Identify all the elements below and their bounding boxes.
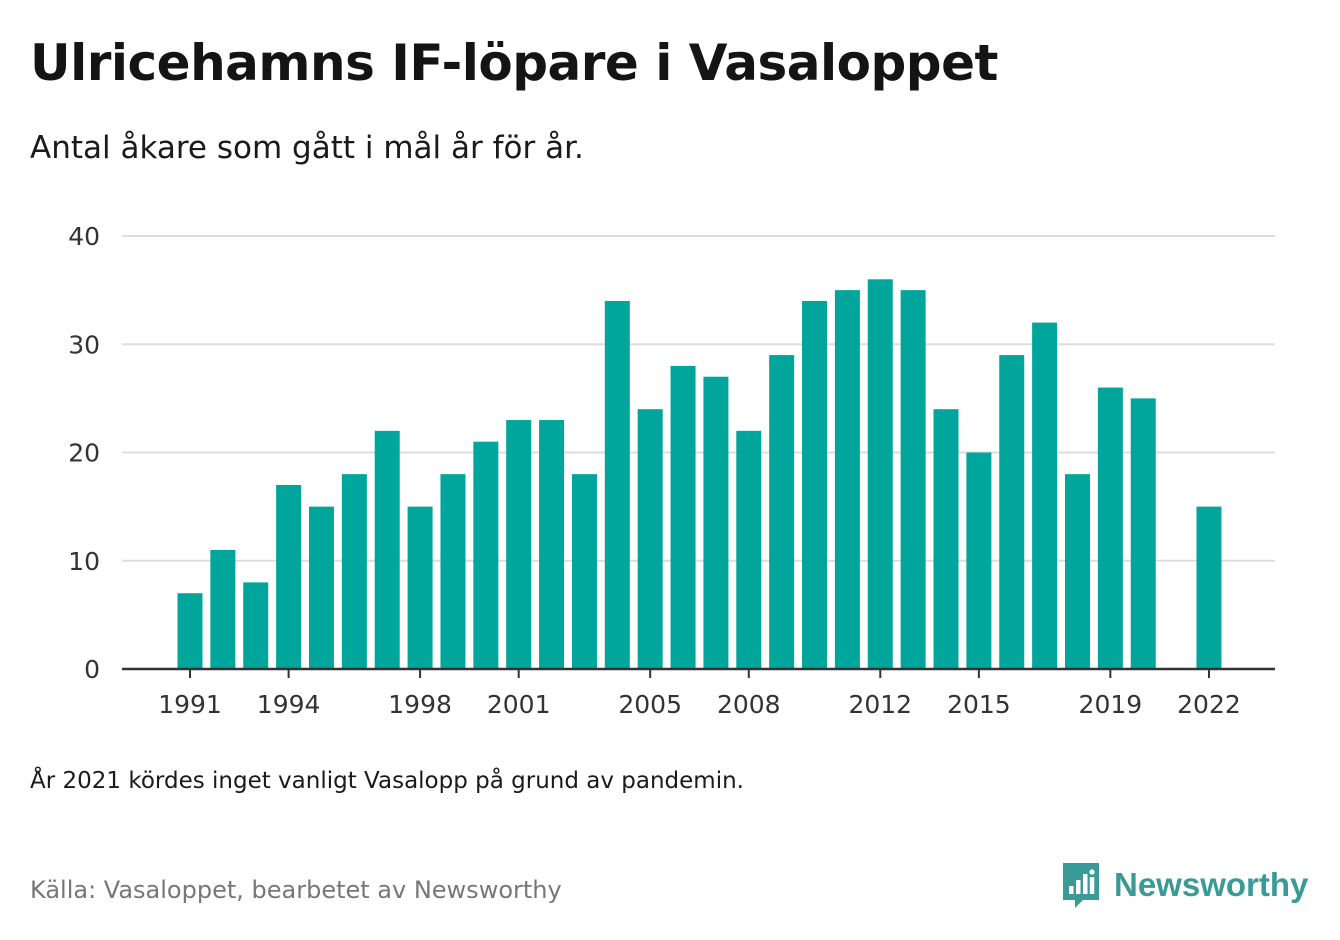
x-tick-label-2012: 2012 <box>848 690 912 719</box>
bar-2013 <box>900 290 926 669</box>
bar-2010 <box>802 300 828 669</box>
y-tick-label-20: 20 <box>68 439 100 468</box>
bar-2019 <box>1097 387 1123 669</box>
bar-1996 <box>341 474 367 669</box>
bar-2011 <box>834 290 860 669</box>
bar-2003 <box>571 474 597 669</box>
newsworthy-logo-icon <box>1063 863 1099 908</box>
bar-2017 <box>1032 322 1058 669</box>
x-tick-label-2001: 2001 <box>487 690 551 719</box>
bar-2012 <box>867 279 893 669</box>
bar-chart: 0 10 20 30 40 1991 1994 1998 2001 2005 2008 2012 201… <box>68 222 1275 719</box>
bar-2022 <box>1196 506 1222 669</box>
source-text: Källa: Vasaloppet, bearbetet av Newswort… <box>30 876 562 904</box>
bar-1991 <box>177 593 203 669</box>
x-tick-label-1998: 1998 <box>388 690 452 719</box>
bar-1995 <box>308 506 334 669</box>
chart-note: År 2021 kördes inget vanligt Vasalopp på… <box>30 768 744 794</box>
bar-2000 <box>473 441 499 669</box>
x-tick-label-2022: 2022 <box>1177 690 1241 719</box>
bar-2006 <box>670 365 696 669</box>
bar-1994 <box>276 484 302 669</box>
x-tick-label-1994: 1994 <box>257 690 321 719</box>
bar-1993 <box>243 582 269 669</box>
bar-2002 <box>539 420 565 669</box>
bar-1998 <box>407 506 433 669</box>
bar-2008 <box>736 430 762 669</box>
bar-2018 <box>1064 474 1090 669</box>
bar-2007 <box>703 376 729 669</box>
y-tick-label-30: 30 <box>68 330 100 359</box>
chart-title: Ulricehamns IF-löpare i Vasaloppet <box>30 34 998 92</box>
x-tick-label-1991: 1991 <box>158 690 222 719</box>
chart-subtitle: Antal åkare som gått i mål år för år. <box>30 130 584 166</box>
x-tick-label-2005: 2005 <box>618 690 682 719</box>
bar-2016 <box>999 355 1025 669</box>
y-tick-label-40: 40 <box>68 222 100 251</box>
bar-2001 <box>506 420 532 669</box>
bar-2015 <box>966 452 992 669</box>
bar-1997 <box>374 430 400 669</box>
bar-2014 <box>933 409 959 669</box>
newsworthy-brand: Newsworthy <box>1060 860 1308 910</box>
x-tick-label-2008: 2008 <box>717 690 781 719</box>
bar-1999 <box>440 474 466 669</box>
x-tick-label-2019: 2019 <box>1079 690 1143 719</box>
y-tick-label-10: 10 <box>68 547 100 576</box>
bar-1992 <box>210 549 236 669</box>
x-tick-label-2015: 2015 <box>947 690 1011 719</box>
bar-2009 <box>769 355 795 669</box>
bar-2005 <box>637 409 663 669</box>
y-tick-label-0: 0 <box>84 655 100 684</box>
bar-2004 <box>604 300 630 669</box>
bar-2020 <box>1130 398 1156 669</box>
brand-name: Newsworthy <box>1114 866 1309 903</box>
